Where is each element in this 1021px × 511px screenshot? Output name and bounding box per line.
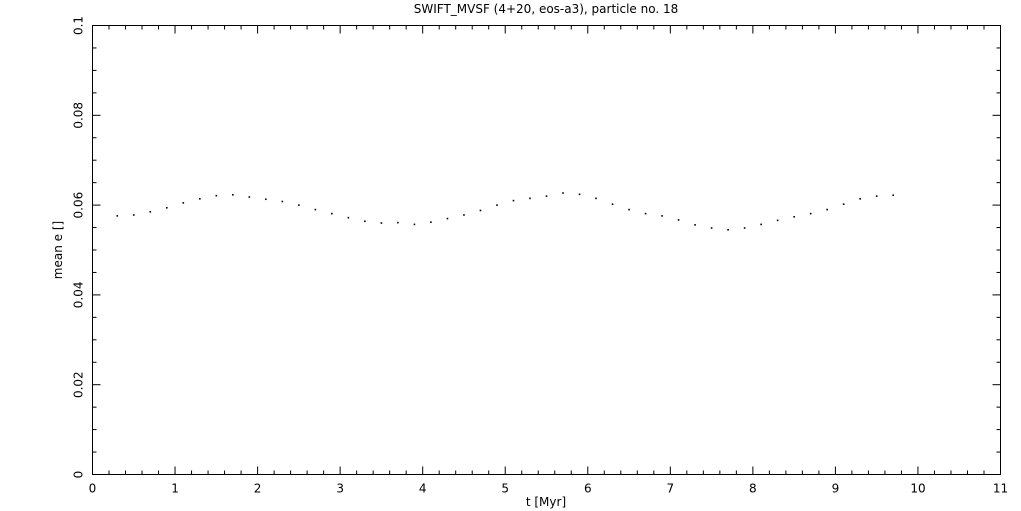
data-point	[364, 220, 366, 223]
data-point	[776, 219, 779, 222]
data-point	[380, 222, 383, 224]
chart-title: SWIFT_MVSF (4+20, eos-a3), particle no. …	[414, 2, 679, 16]
x-tick-label: 0	[89, 482, 97, 496]
data-point	[496, 204, 498, 206]
y-tick-label: 0.06	[72, 192, 86, 219]
data-point	[529, 197, 531, 200]
data-point	[265, 198, 267, 201]
data-point	[809, 212, 812, 215]
data-point	[182, 202, 185, 204]
data-point	[694, 224, 696, 226]
y-tick-label: 0.08	[72, 102, 86, 129]
y-tick-label: 0.1	[72, 16, 86, 35]
x-tick-label: 10	[910, 482, 925, 496]
data-point	[479, 209, 482, 212]
y-axis-label: mean e []	[51, 221, 65, 279]
data-point	[413, 223, 416, 226]
data-point	[727, 228, 729, 231]
data-point	[347, 216, 350, 219]
y-tick-label: 0	[72, 471, 86, 479]
data-point	[199, 198, 201, 200]
data-point	[132, 214, 135, 216]
x-tick-label: 5	[501, 482, 509, 496]
data-point	[430, 221, 432, 223]
data-point	[165, 206, 168, 209]
data-point	[512, 199, 515, 202]
data-point	[232, 193, 234, 196]
data-point	[611, 203, 614, 206]
data-point	[892, 194, 894, 197]
plot-frame	[92, 25, 1001, 475]
x-tick-label: 3	[336, 482, 344, 496]
data-point	[215, 194, 218, 197]
data-point	[628, 208, 630, 211]
y-tick-label: 0.02	[72, 371, 86, 398]
x-tick-label: 7	[666, 482, 674, 496]
data-point	[463, 214, 465, 216]
x-axis-label: t [Myr]	[526, 495, 566, 509]
x-tick-label: 11	[993, 482, 1008, 496]
data-point	[842, 203, 845, 206]
data-point	[644, 212, 647, 215]
x-tick-label: 6	[584, 482, 592, 496]
data-point	[248, 196, 251, 198]
data-point	[859, 198, 861, 200]
data-point	[875, 195, 878, 197]
data-point	[661, 215, 663, 217]
data-point	[397, 221, 399, 224]
data-point	[545, 195, 548, 197]
data-point	[578, 193, 581, 196]
y-tick-label: 0.04	[72, 282, 86, 309]
data-point	[281, 200, 284, 203]
x-tick-label: 2	[254, 482, 262, 496]
data-point	[743, 227, 746, 229]
data-point	[116, 215, 119, 217]
data-point	[149, 211, 152, 213]
x-tick-label: 1	[171, 482, 179, 496]
data-point	[562, 192, 564, 194]
x-tick-label: 8	[749, 482, 757, 496]
data-point	[760, 223, 762, 226]
x-tick-label: 4	[419, 482, 427, 496]
data-point	[793, 215, 795, 218]
data-point	[710, 227, 713, 229]
x-tick-label: 9	[832, 482, 840, 496]
data-point	[677, 219, 680, 221]
data-point	[331, 212, 333, 215]
data-point	[446, 217, 449, 220]
data-point	[595, 197, 597, 200]
data-point	[314, 208, 317, 211]
data-point	[298, 204, 300, 206]
data-point	[826, 208, 828, 211]
